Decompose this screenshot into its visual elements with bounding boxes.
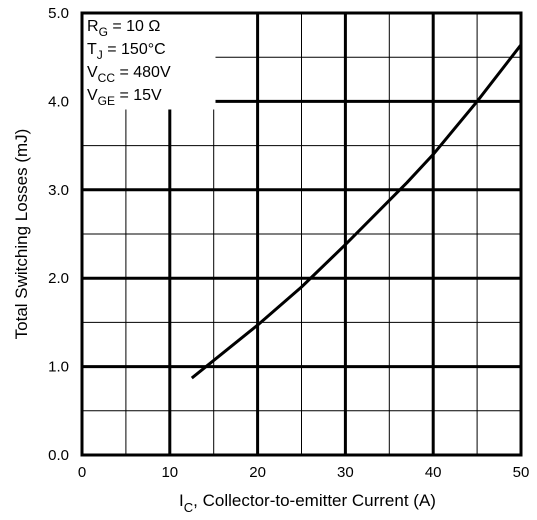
annotation-subscript: G bbox=[99, 25, 108, 39]
annotation-value: = 150°C bbox=[103, 41, 166, 58]
y-tick-label: 3.0 bbox=[48, 182, 69, 199]
y-tick-label: 2.0 bbox=[48, 270, 69, 287]
annotation-line: VGE = 15V bbox=[87, 87, 162, 108]
annotation-value: = 480V bbox=[115, 64, 171, 81]
x-axis-symbol: I bbox=[179, 491, 184, 510]
x-axis-symbol-sub: C bbox=[184, 500, 193, 515]
plot-frame bbox=[80, 11, 523, 457]
annotation-symbol: V bbox=[87, 64, 98, 81]
annotation-subscript: J bbox=[97, 48, 103, 62]
annotation-value: = 10 Ω bbox=[108, 18, 160, 35]
x-axis-label-text: , Collector-to-emitter Current (A) bbox=[193, 491, 436, 510]
annotation-background bbox=[83, 14, 216, 110]
annotation-symbol: V bbox=[87, 87, 98, 104]
x-tick-label: 50 bbox=[513, 464, 530, 481]
annotation-line: VCC = 480V bbox=[87, 64, 171, 85]
y-tick-label: 1.0 bbox=[48, 359, 69, 376]
annotation-symbol: R bbox=[87, 18, 99, 35]
annotation-subscript: GE bbox=[98, 94, 115, 108]
x-tick-label: 40 bbox=[425, 464, 442, 481]
annotation-value: = 15V bbox=[115, 87, 162, 104]
x-tick-label: 10 bbox=[161, 464, 178, 481]
x-tick-label: 20 bbox=[249, 464, 266, 481]
y-tick-label: 5.0 bbox=[48, 5, 69, 22]
x-axis-title: IC, Collector-to-emitter Current (A) bbox=[179, 491, 436, 515]
annotation-symbol: T bbox=[87, 41, 97, 58]
y-tick-labels: 0.0 1.0 2.0 3.0 4.0 5.0 bbox=[48, 5, 69, 464]
series-line bbox=[190, 43, 523, 380]
x-tick-label: 0 bbox=[78, 464, 86, 481]
x-tick-label: 30 bbox=[337, 464, 354, 481]
y-axis-title: Total Switching Losses (mJ) bbox=[12, 129, 31, 340]
annotation-line: TJ = 150°C bbox=[87, 41, 166, 62]
y-tick-label: 0.0 bbox=[48, 447, 69, 464]
x-tick-labels: 0 10 20 30 40 50 bbox=[78, 464, 530, 481]
annotation-subscript: CC bbox=[98, 71, 116, 85]
annotation-line: RG = 10 Ω bbox=[87, 18, 160, 39]
y-tick-label: 4.0 bbox=[48, 93, 69, 110]
